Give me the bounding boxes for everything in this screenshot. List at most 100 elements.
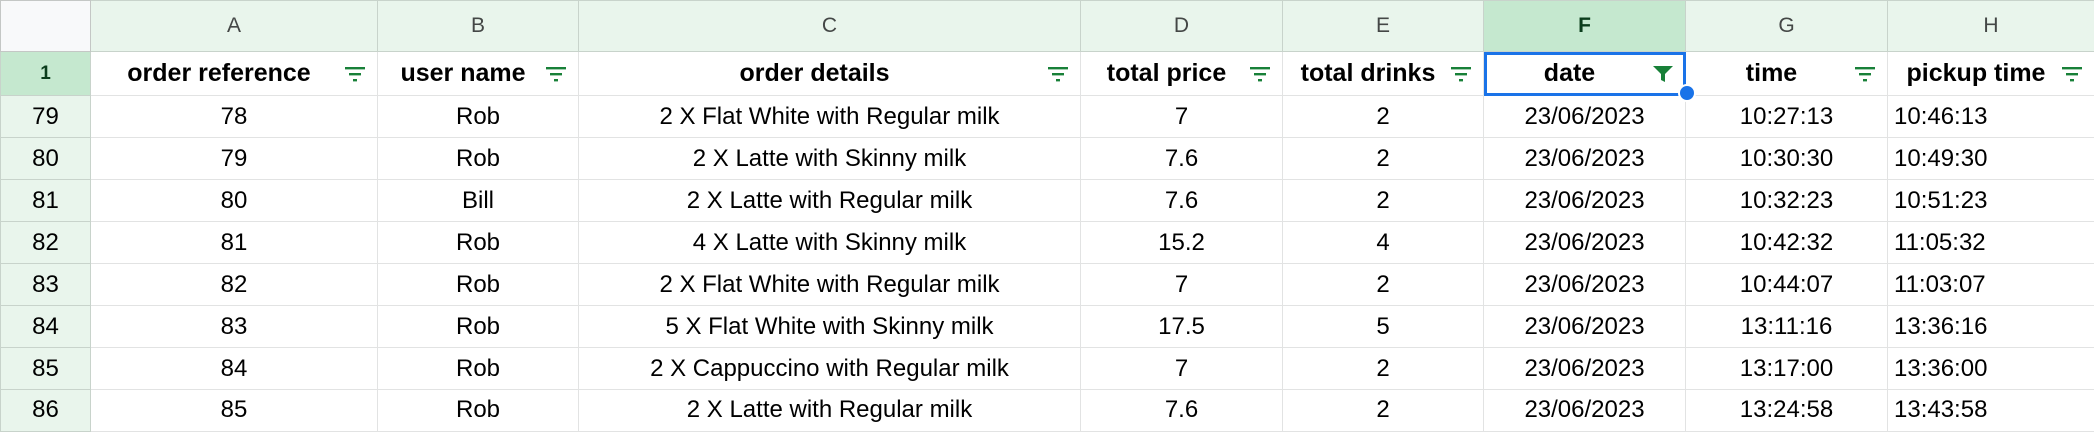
cell[interactable]: 83 — [90, 305, 378, 349]
cell[interactable]: Rob — [377, 263, 579, 307]
cell[interactable]: 2 X Latte with Regular milk — [578, 179, 1081, 223]
row-number[interactable]: 79 — [0, 95, 91, 139]
cell[interactable]: 23/06/2023 — [1483, 95, 1686, 139]
header-cell-total-price[interactable]: total price — [1080, 51, 1283, 97]
cell[interactable]: 13:36:00 — [1887, 347, 2094, 390]
cell[interactable]: 13:17:00 — [1685, 347, 1888, 390]
cell[interactable]: 23/06/2023 — [1483, 137, 1686, 181]
cell[interactable]: 10:46:13 — [1887, 95, 2094, 139]
cell[interactable]: 82 — [90, 263, 378, 307]
cell[interactable]: 2 — [1282, 263, 1484, 307]
header-cell-pickup-time[interactable]: pickup time — [1887, 51, 2094, 97]
row-number[interactable]: 81 — [0, 179, 91, 223]
cell[interactable]: 4 — [1282, 221, 1484, 265]
row-number[interactable]: 1 — [0, 51, 91, 97]
filter-icon[interactable] — [1449, 65, 1473, 83]
column-header-e[interactable]: E — [1282, 0, 1484, 53]
cell[interactable]: 4 X Latte with Skinny milk — [578, 221, 1081, 265]
cell[interactable]: 10:27:13 — [1685, 95, 1888, 139]
filter-icon[interactable] — [544, 65, 568, 83]
row-number[interactable]: 85 — [0, 347, 91, 390]
column-header-b[interactable]: B — [377, 0, 579, 53]
row-number[interactable]: 84 — [0, 305, 91, 349]
cell[interactable]: 10:44:07 — [1685, 263, 1888, 307]
cell[interactable]: 2 X Flat White with Regular milk — [578, 263, 1081, 307]
cell[interactable]: 2 — [1282, 347, 1484, 390]
cell[interactable]: Rob — [377, 388, 579, 432]
cell[interactable]: 2 X Latte with Regular milk — [578, 388, 1081, 432]
cell[interactable]: 23/06/2023 — [1483, 179, 1686, 223]
header-cell-order-details[interactable]: order details — [578, 51, 1081, 97]
filter-active-icon[interactable] — [1651, 65, 1675, 83]
column-header-g[interactable]: G — [1685, 0, 1888, 53]
cell[interactable]: 13:11:16 — [1685, 305, 1888, 349]
select-all-corner[interactable] — [0, 0, 91, 53]
cell[interactable]: 84 — [90, 347, 378, 390]
cell[interactable]: 11:03:07 — [1887, 263, 2094, 307]
cell[interactable]: 23/06/2023 — [1483, 388, 1686, 432]
cell[interactable]: 80 — [90, 179, 378, 223]
filter-icon[interactable] — [1046, 65, 1070, 83]
cell[interactable]: 2 X Cappuccino with Regular milk — [578, 347, 1081, 390]
cell[interactable]: 7.6 — [1080, 179, 1283, 223]
selection-fill-handle[interactable] — [1678, 84, 1696, 102]
cell[interactable]: 2 — [1282, 137, 1484, 181]
row-number[interactable]: 82 — [0, 221, 91, 265]
column-header-f[interactable]: F — [1483, 0, 1686, 53]
cell[interactable]: 23/06/2023 — [1483, 305, 1686, 349]
cell[interactable]: 13:24:58 — [1685, 388, 1888, 432]
cell[interactable]: 5 X Flat White with Skinny milk — [578, 305, 1081, 349]
cell[interactable]: 7 — [1080, 95, 1283, 139]
cell[interactable]: 23/06/2023 — [1483, 221, 1686, 265]
cell[interactable]: 13:36:16 — [1887, 305, 2094, 349]
cell[interactable]: 11:05:32 — [1887, 221, 2094, 265]
row-number[interactable]: 83 — [0, 263, 91, 307]
cell[interactable]: 7.6 — [1080, 388, 1283, 432]
header-cell-order-reference[interactable]: order reference — [90, 51, 378, 97]
cell[interactable]: 10:51:23 — [1887, 179, 2094, 223]
cell[interactable]: 10:30:30 — [1685, 137, 1888, 181]
cell[interactable]: 78 — [90, 95, 378, 139]
cell[interactable]: Rob — [377, 221, 579, 265]
cell[interactable]: 2 — [1282, 179, 1484, 223]
cell[interactable]: Bill — [377, 179, 579, 223]
cell[interactable]: 10:32:23 — [1685, 179, 1888, 223]
cell[interactable]: 85 — [90, 388, 378, 432]
cell[interactable]: 23/06/2023 — [1483, 263, 1686, 307]
header-cell-date[interactable]: date — [1483, 51, 1686, 97]
cell[interactable]: 7 — [1080, 347, 1283, 390]
cell[interactable]: 79 — [90, 137, 378, 181]
row-number[interactable]: 86 — [0, 388, 91, 432]
header-cell-time[interactable]: time — [1685, 51, 1888, 97]
header-label: total price — [1106, 59, 1227, 88]
cell[interactable]: Rob — [377, 137, 579, 181]
column-header-c[interactable]: C — [578, 0, 1081, 53]
cell[interactable]: 5 — [1282, 305, 1484, 349]
filter-icon[interactable] — [2060, 65, 2084, 83]
cell[interactable]: 2 X Latte with Skinny milk — [578, 137, 1081, 181]
column-header-h[interactable]: H — [1887, 0, 2094, 53]
row-number[interactable]: 80 — [0, 137, 91, 181]
cell[interactable]: Rob — [377, 95, 579, 139]
cell[interactable]: 15.2 — [1080, 221, 1283, 265]
cell[interactable]: 81 — [90, 221, 378, 265]
cell[interactable]: 17.5 — [1080, 305, 1283, 349]
header-cell-user-name[interactable]: user name — [377, 51, 579, 97]
cell[interactable]: 13:43:58 — [1887, 388, 2094, 432]
header-cell-total-drinks[interactable]: total drinks — [1282, 51, 1484, 97]
column-header-a[interactable]: A — [90, 0, 378, 53]
cell[interactable]: Rob — [377, 305, 579, 349]
filter-icon[interactable] — [343, 65, 367, 83]
cell[interactable]: 2 — [1282, 95, 1484, 139]
cell[interactable]: 7.6 — [1080, 137, 1283, 181]
cell[interactable]: 7 — [1080, 263, 1283, 307]
cell[interactable]: 2 X Flat White with Regular milk — [578, 95, 1081, 139]
cell[interactable]: 23/06/2023 — [1483, 347, 1686, 390]
cell[interactable]: 10:49:30 — [1887, 137, 2094, 181]
filter-icon[interactable] — [1853, 65, 1877, 83]
column-header-d[interactable]: D — [1080, 0, 1283, 53]
filter-icon[interactable] — [1248, 65, 1272, 83]
cell[interactable]: 10:42:32 — [1685, 221, 1888, 265]
cell[interactable]: Rob — [377, 347, 579, 390]
cell[interactable]: 2 — [1282, 388, 1484, 432]
